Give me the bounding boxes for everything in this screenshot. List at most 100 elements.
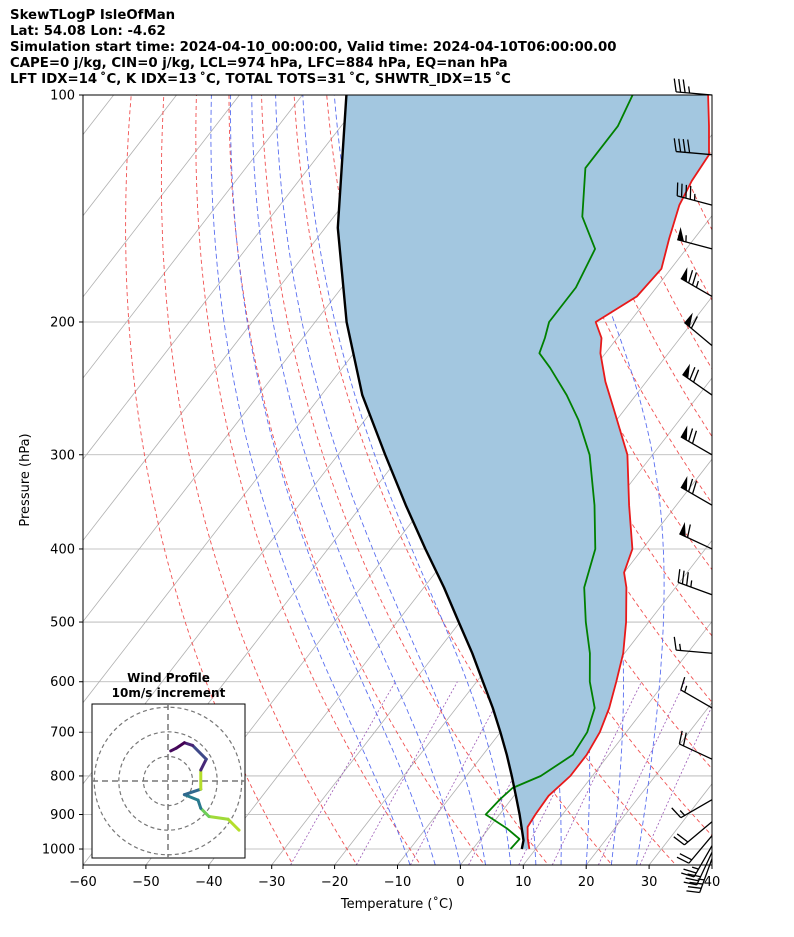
hodograph-segment	[226, 817, 241, 832]
wind-barb	[680, 425, 713, 456]
hodograph-segment	[182, 793, 200, 802]
barb-pennant	[684, 312, 693, 328]
barb-shaft	[688, 835, 713, 864]
barb-feather	[678, 730, 683, 745]
wind-barb	[681, 845, 713, 878]
barb-shaft	[682, 373, 713, 396]
barb-half-feather	[690, 580, 693, 588]
barb-feather	[673, 78, 677, 92]
x-tick-label: −30	[258, 875, 285, 890]
wind-barb	[680, 677, 713, 709]
barb-pennant	[677, 227, 684, 242]
barb-feather	[676, 833, 689, 843]
dewpoint-line	[484, 95, 634, 850]
dry-adiabat	[718, 95, 794, 868]
mixing-ratio-line	[551, 681, 642, 865]
wind-barb	[679, 521, 713, 550]
dry-adiabat	[125, 95, 294, 865]
hodograph-segment	[169, 746, 178, 753]
moist-adiabat	[230, 95, 436, 865]
x-tick-label: −60	[69, 875, 96, 890]
parcel-line	[336, 95, 525, 850]
y-tick-label: 1000	[42, 843, 75, 858]
moist-adiabat	[251, 95, 461, 865]
barb-shaft	[679, 743, 713, 760]
barb-half-feather	[679, 810, 686, 816]
barb-feather	[682, 139, 686, 153]
wind-barb	[673, 138, 713, 156]
barb-half-feather	[691, 866, 699, 870]
wind-barb	[677, 569, 713, 596]
wind-barb	[682, 363, 713, 396]
barb-half-feather	[688, 86, 691, 94]
dry-adiabat	[195, 95, 422, 865]
wind-barb	[686, 858, 713, 894]
barb-feather	[676, 856, 690, 864]
temperature-line	[526, 95, 710, 850]
location-line: Lat: 54.08 Lon: -4.62	[10, 24, 166, 39]
barb-feather	[689, 366, 696, 380]
barb-feather	[690, 316, 698, 329]
barb-feather	[692, 369, 700, 383]
chart-header: SkewTLogP IsleOfMan Lat: 54.08 Lon: -4.6…	[10, 8, 617, 88]
barb-feather	[691, 430, 698, 444]
dry-adiabat	[293, 95, 613, 865]
x-tick-label: 0	[456, 875, 464, 890]
dry-adiabat	[783, 95, 794, 868]
y-tick-label: 900	[50, 808, 75, 823]
barb-feather	[673, 138, 677, 152]
y-tick-label: 200	[50, 315, 75, 330]
dry-adiabat	[160, 95, 358, 865]
barb-shaft	[684, 322, 713, 347]
barb-feather	[678, 78, 682, 93]
wind-barb	[676, 835, 713, 864]
barb-shaft	[680, 486, 713, 506]
barb-half-feather	[695, 280, 699, 288]
mixing-ratio-line	[290, 681, 396, 865]
dry-adiabat	[684, 95, 712, 159]
barb-feather	[687, 873, 701, 878]
barb-feather	[677, 569, 681, 583]
cape-fill	[337, 95, 709, 849]
wind-barb	[673, 821, 713, 846]
barb-feather	[687, 270, 694, 284]
wind-barbs	[671, 78, 713, 894]
dry-adiabat	[261, 95, 549, 865]
barb-feather	[682, 79, 686, 93]
hodograph-subtitle: 10m/s increment	[112, 686, 226, 700]
barb-shaft	[680, 799, 713, 819]
hodograph-segment	[174, 741, 186, 750]
wind-barb	[684, 312, 713, 347]
barb-shaft	[679, 533, 713, 550]
barb-shaft	[684, 821, 713, 846]
y-tick-label: 400	[50, 542, 75, 557]
barb-shaft	[680, 436, 713, 456]
y-tick-label: 600	[50, 675, 75, 690]
hodograph-segment	[182, 787, 203, 797]
y-tick-label: 700	[50, 726, 75, 741]
hodograph-title: Wind Profile	[127, 671, 210, 685]
barb-half-feather	[684, 685, 688, 693]
x-tick-label: −50	[132, 875, 159, 890]
barb-feather	[687, 428, 694, 442]
barb-feather	[671, 807, 682, 819]
isotherm-line	[83, 95, 240, 298]
mixing-ratio-line	[355, 681, 458, 865]
barb-shaft	[693, 845, 713, 878]
barb-feather	[687, 139, 691, 153]
barb-feather	[678, 138, 682, 153]
index-line: LFT IDX=14 ˚C, K IDX=13 ˚C, TOTAL TOTS=3…	[10, 72, 511, 87]
barb-feather	[687, 478, 694, 492]
x-tick-label: 40	[704, 875, 721, 890]
barb-feather	[691, 272, 698, 286]
barb-pennant	[680, 475, 688, 491]
y-tick-label: 100	[50, 89, 75, 104]
barb-feather	[686, 890, 700, 894]
isotherm-line	[83, 95, 429, 542]
wind-barb	[671, 799, 713, 819]
barb-shaft	[680, 689, 713, 709]
y-axis-label: Pressure (hPa)	[18, 433, 33, 526]
x-tick-label: −40	[195, 875, 222, 890]
hodograph-plot	[92, 704, 245, 858]
